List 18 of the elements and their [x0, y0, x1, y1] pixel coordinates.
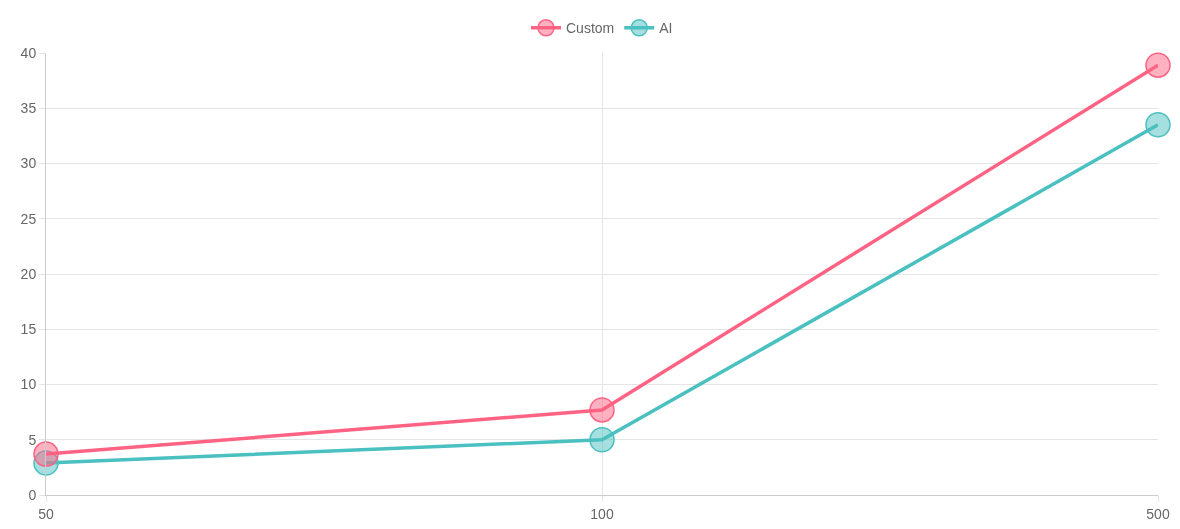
x-tick-label: 100	[590, 505, 614, 522]
x-tick-label: 500	[1146, 505, 1170, 522]
point	[589, 427, 615, 453]
y-tick-label: 5	[28, 431, 37, 448]
point	[1145, 52, 1171, 78]
point	[589, 397, 615, 423]
y-tick-label: 35	[20, 100, 37, 117]
y-tick-label: 40	[20, 44, 37, 61]
y-tick-label: 15	[20, 321, 37, 338]
point	[1145, 112, 1171, 138]
y-tick-label: 20	[20, 265, 37, 282]
y-tick-label: 0	[28, 486, 37, 503]
y-tick-label: 30	[20, 155, 37, 172]
y-tick-label: 25	[20, 210, 37, 227]
legend-label: AI	[659, 20, 673, 37]
y-tick-label: 10	[20, 376, 37, 393]
legend-label: Custom	[566, 20, 615, 37]
x-tick-label: 50	[38, 505, 54, 522]
